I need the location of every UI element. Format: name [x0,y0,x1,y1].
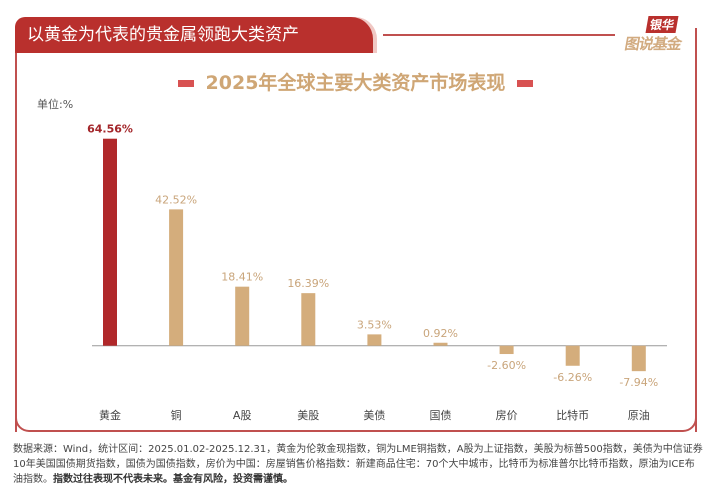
footnote-disclaimer: 指数过往表现不代表未来。基金有风险，投资需谨慎。 [53,474,293,485]
x-tick-label: 黄金 [99,408,121,422]
x-tick-label: 原油 [628,408,650,422]
x-tick-label: 铜 [171,408,182,422]
bar-铜 [169,209,184,346]
data-label: -7.94% [619,376,658,389]
bar-比特币 [565,345,580,366]
footnote-text: 数据来源：Wind，统计区间：2025.01.02-2025.12.31，黄金为… [13,444,703,485]
x-tick-label: 比特币 [556,408,589,422]
data-label: 0.92% [423,327,458,340]
bar-A股 [235,286,250,346]
bar-原油 [631,345,646,372]
x-tick-label: 美债 [363,408,385,422]
unit-label: 单位:% [37,98,74,111]
chart-card [15,28,697,432]
x-tick-label: 房价 [496,409,518,422]
data-label: 18.41% [221,271,263,284]
header-title: 以黄金为代表的贵金属领跑大类资产 [15,17,373,53]
data-label: 3.53% [357,318,392,331]
bar-国债 [433,342,448,346]
header-divider [383,34,615,36]
footnote: 数据来源：Wind，统计区间：2025.01.02-2025.12.31，黄金为… [13,442,703,487]
title-dash-left [177,80,194,87]
data-label: -2.60% [487,359,526,372]
data-label: 16.39% [287,277,329,290]
bar-美股 [301,293,316,346]
data-label: -6.26% [553,371,592,384]
x-tick-label: 国债 [430,408,452,422]
data-label: 42.52% [155,193,197,206]
title-dash-right [517,80,534,87]
bar-美债 [367,334,382,346]
chart-title: 2025年全球主要大类资产市场表现 [0,68,711,95]
data-label: 64.56% [87,123,133,136]
x-tick-label: A股 [233,409,252,422]
bar-房价 [499,345,514,355]
x-tick-label: 美股 [297,409,319,422]
chart-title-text: 2025年全球主要大类资产市场表现 [205,72,506,94]
bar-黄金 [103,138,117,346]
